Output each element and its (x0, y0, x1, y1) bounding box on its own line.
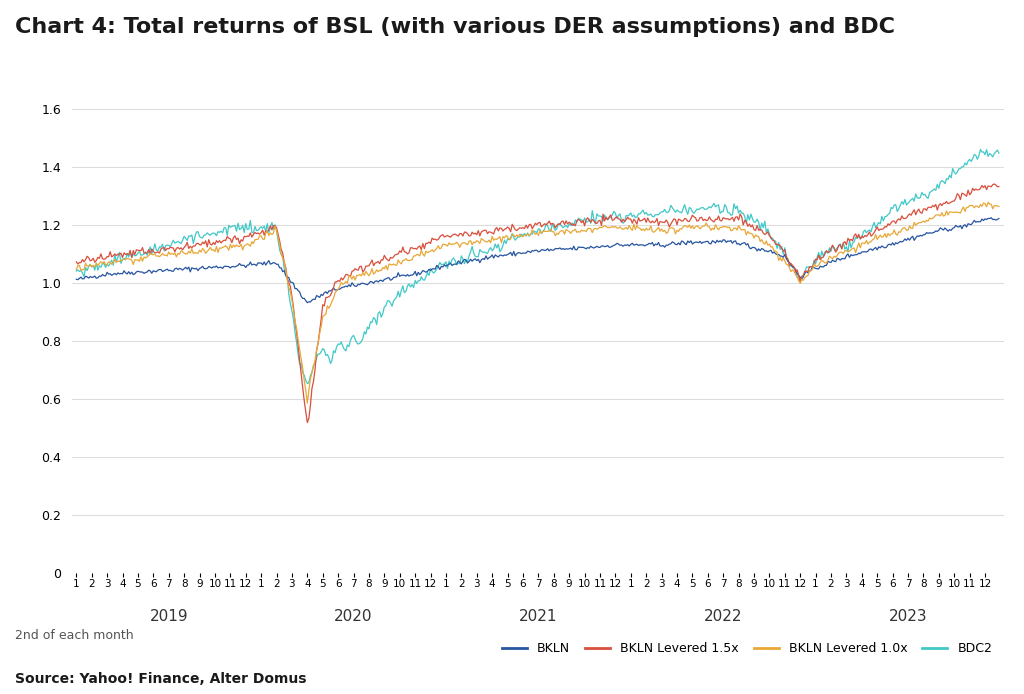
Legend: BKLN, BKLN Levered 1.5x, BKLN Levered 1.0x, BDC2: BKLN, BKLN Levered 1.5x, BKLN Levered 1.… (497, 637, 997, 660)
Text: 2019: 2019 (150, 609, 188, 624)
Text: 2nd of each month: 2nd of each month (15, 629, 134, 643)
Text: 2023: 2023 (889, 609, 928, 624)
Text: 2020: 2020 (334, 609, 373, 624)
Text: Source: Yahoo! Finance, Alter Domus: Source: Yahoo! Finance, Alter Domus (15, 672, 307, 686)
Text: Chart 4: Total returns of BSL (with various DER assumptions) and BDC: Chart 4: Total returns of BSL (with vari… (15, 17, 895, 37)
Text: 2022: 2022 (703, 609, 742, 624)
Text: 2021: 2021 (519, 609, 558, 624)
